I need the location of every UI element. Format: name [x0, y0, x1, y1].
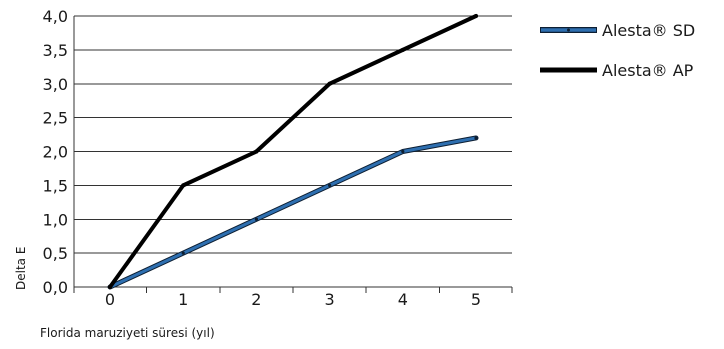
y-tick-label: 2,0	[43, 143, 68, 162]
y-tick-label: 3,5	[43, 41, 68, 60]
x-tick-label: 2	[251, 290, 261, 309]
y-tick-label: 2,5	[43, 109, 68, 128]
x-tick-label: 4	[398, 290, 408, 309]
y-tick-label: 0,0	[43, 278, 68, 297]
x-tick-label: 5	[471, 290, 481, 309]
series-line-alesta-ap	[108, 14, 478, 289]
data-point	[181, 251, 185, 255]
data-point	[108, 285, 112, 289]
y-tick-label: 3,0	[43, 75, 68, 94]
data-point	[400, 47, 405, 52]
legend-label: Alesta® AP	[602, 61, 694, 80]
y-tick-label: 0,5	[43, 244, 68, 263]
data-point	[328, 183, 332, 187]
x-axis-title: Florida maruziyeti süresi (yıl)	[40, 326, 215, 340]
series-line-alesta-sd	[108, 136, 478, 289]
legend: Alesta® SD Alesta® AP	[540, 21, 695, 80]
x-tick-label: 0	[105, 290, 115, 309]
y-tick-labels: 0,0 0,5 1,0 1,5 2,0 2,5 3,0 3,5 4,0	[43, 7, 68, 297]
legend-label: Alesta® SD	[602, 21, 695, 40]
legend-marker	[567, 28, 570, 32]
data-point	[254, 217, 258, 221]
data-point	[474, 136, 478, 140]
x-tick-label: 1	[178, 290, 188, 309]
data-point	[474, 14, 478, 18]
y-tick-label: 4,0	[43, 7, 68, 26]
grid-lines	[74, 15, 512, 254]
x-tick-labels: 0 1 2 3 4 5	[105, 290, 481, 309]
series-lines	[107, 14, 479, 290]
axes	[73, 16, 513, 293]
y-tick-label: 1,0	[43, 210, 68, 229]
y-axis-title: Delta E	[14, 247, 28, 290]
data-point	[254, 149, 259, 154]
data-point	[327, 81, 332, 86]
y-tick-label: 1,5	[43, 176, 68, 195]
data-point	[181, 183, 186, 188]
x-tick-label: 3	[325, 290, 335, 309]
data-point	[401, 149, 405, 154]
